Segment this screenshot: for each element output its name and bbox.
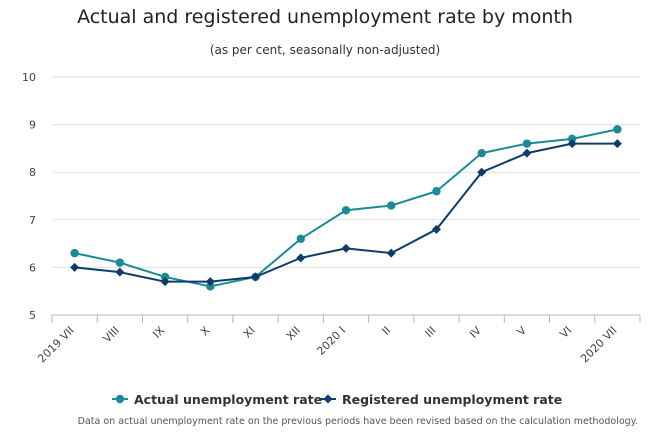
legend-marker (115, 394, 125, 404)
y-tick-label: 5 (29, 309, 36, 322)
x-tick-label: VIII (101, 324, 122, 345)
data-point (386, 248, 396, 258)
data-point (612, 139, 622, 149)
data-point (341, 243, 351, 253)
data-point (567, 139, 577, 149)
data-point (387, 201, 396, 210)
x-tick-label: 2019 VII (35, 324, 76, 365)
y-tick-label: 9 (29, 119, 36, 132)
x-tick-label: V (515, 324, 530, 339)
data-point (70, 248, 79, 258)
data-point (341, 206, 351, 215)
legend-label: Registered unemployment rate (342, 392, 562, 407)
data-point (477, 167, 487, 177)
legend-label: Actual unemployment rate (134, 392, 322, 407)
x-tick-label: XII (284, 324, 303, 343)
x-tick-label: X (198, 324, 213, 339)
data-point (431, 224, 441, 234)
x-tick-label: IX (150, 324, 167, 341)
x-tick-label: VI (557, 324, 574, 341)
data-point (206, 282, 215, 291)
chart-title: Actual and registered unemployment rate … (77, 6, 573, 28)
x-tick-label: XI (241, 324, 258, 341)
data-point (296, 234, 305, 244)
chart-subtitle: (as per cent, seasonally non-adjusted) (209, 43, 441, 57)
data-point (205, 277, 215, 287)
data-point (70, 262, 80, 272)
x-tick-label: 2020 I (314, 324, 348, 358)
data-point (613, 125, 622, 134)
data-point (522, 139, 532, 148)
data-point (160, 272, 170, 282)
data-point (522, 148, 532, 158)
y-tick-label: 10 (22, 71, 36, 84)
x-tick-label: II (380, 324, 394, 338)
data-point (432, 187, 441, 196)
y-tick-label: 6 (29, 261, 36, 274)
data-point (567, 134, 577, 144)
y-tick-label: 8 (29, 166, 36, 179)
data-point (477, 148, 486, 158)
data-point (251, 272, 261, 282)
x-tick-label: 2020 VII (578, 324, 619, 365)
data-point (115, 258, 125, 267)
data-point (296, 253, 306, 263)
y-tick-label: 7 (29, 214, 36, 227)
x-tick-label: III (423, 324, 439, 340)
x-tick-label: IV (467, 324, 484, 341)
data-point (160, 277, 170, 287)
chart-footnote: Data on actual unemployment rate on the … (77, 416, 638, 427)
data-point (115, 267, 125, 277)
legend-marker (323, 394, 333, 404)
